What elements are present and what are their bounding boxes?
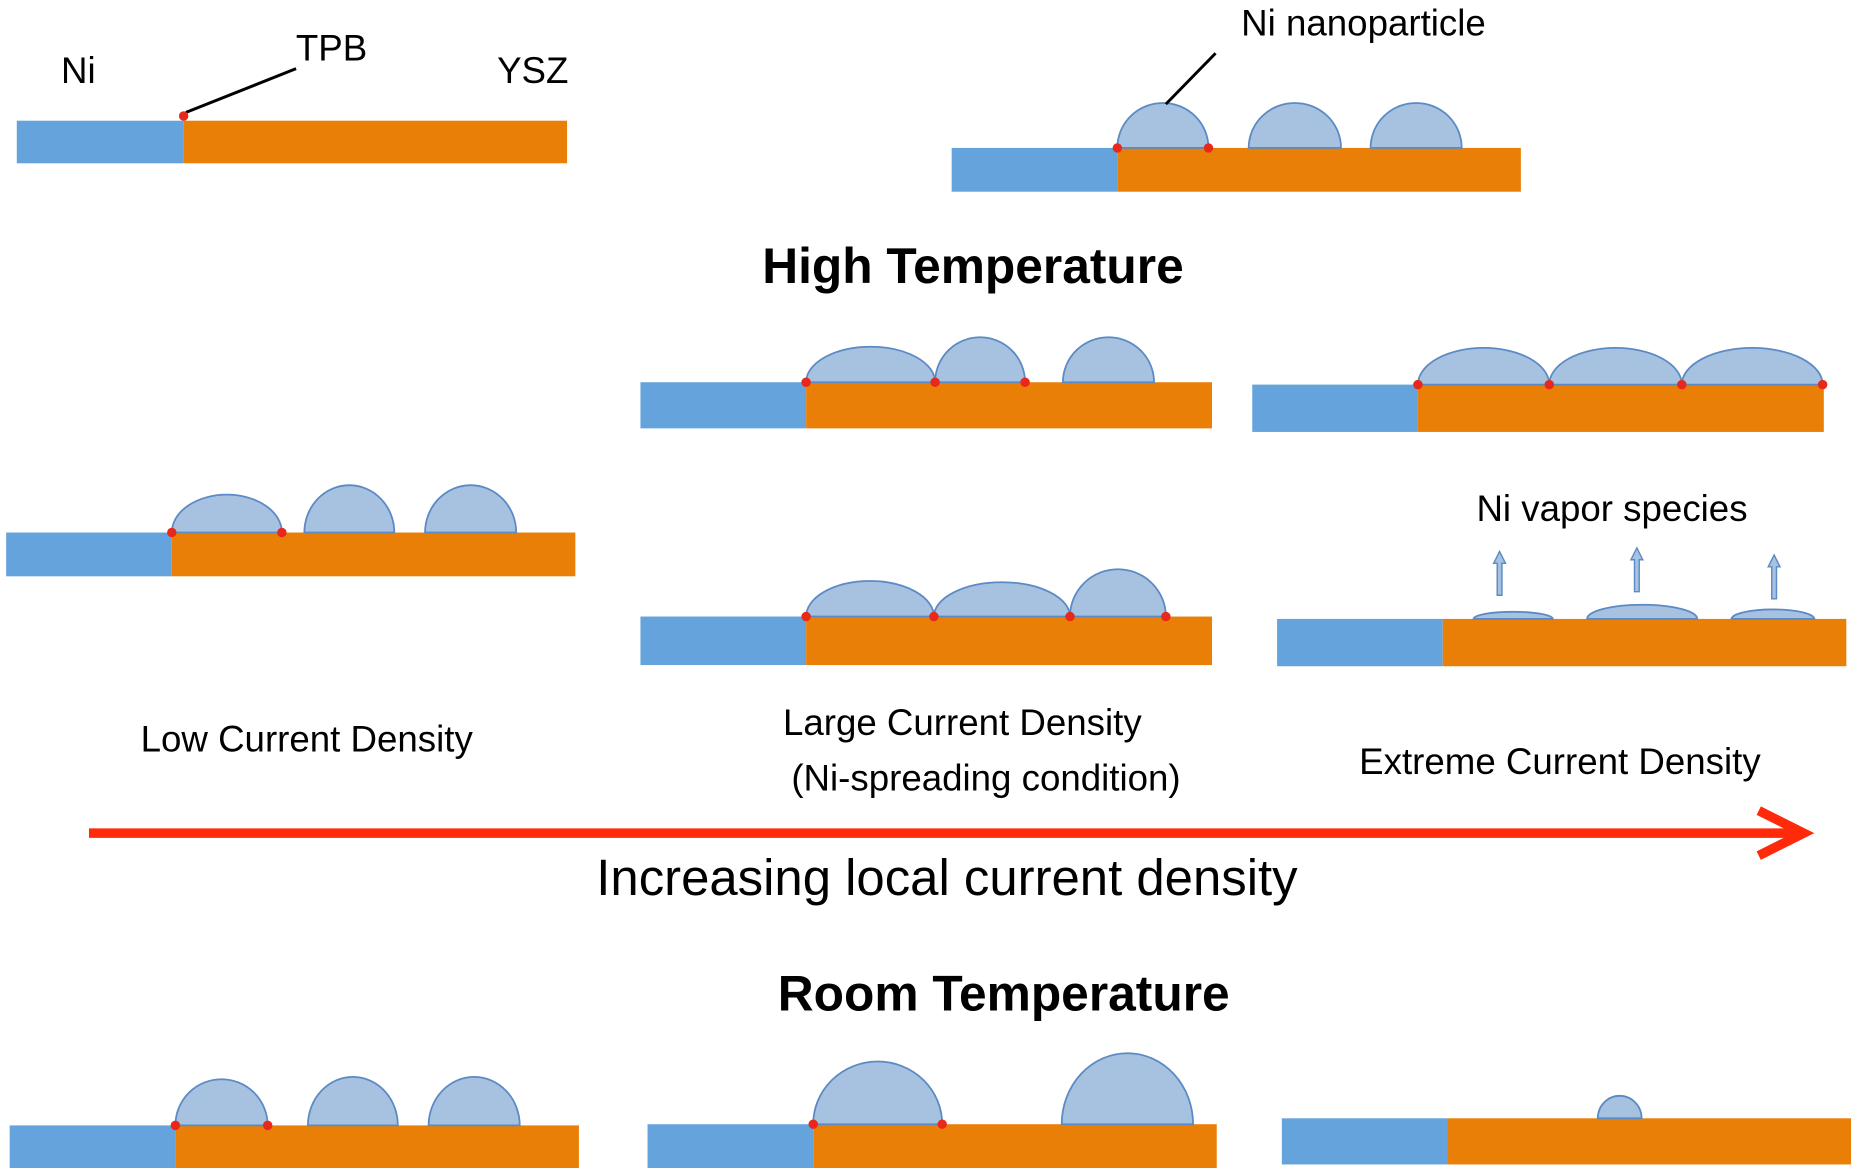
tpb-dot <box>1065 612 1074 621</box>
tpb-dot <box>929 612 938 621</box>
label: Ni nanoparticle <box>1241 3 1486 44</box>
axis-label: Increasing local current density <box>596 849 1298 906</box>
tpb-dot <box>808 1119 817 1128</box>
ni-layer <box>648 1124 814 1168</box>
tpb-dot <box>1677 380 1686 389</box>
particle <box>172 495 282 533</box>
ysz-layer <box>813 1124 1217 1168</box>
cell-ht-large-2 <box>640 569 1212 665</box>
ysz-layer <box>1418 385 1824 432</box>
tpb-dot <box>167 528 176 537</box>
vapor-arrow <box>1631 548 1643 592</box>
particle <box>1117 103 1208 148</box>
particle <box>1371 103 1462 148</box>
cell-ht-large-1 <box>640 337 1212 428</box>
tpb-dot <box>930 377 939 386</box>
ni-layer <box>640 382 806 428</box>
particle <box>813 1061 942 1124</box>
label: Low Current Density <box>141 719 474 760</box>
particle <box>1682 348 1823 385</box>
tpb-dot <box>263 1121 272 1130</box>
particle <box>935 337 1025 382</box>
ni-layer <box>17 121 184 164</box>
label: Extreme Current Density <box>1359 741 1761 782</box>
label: Large Current Density <box>783 702 1142 743</box>
label: (Ni-spreading condition) <box>791 758 1180 799</box>
tpb-dot <box>171 1121 180 1130</box>
section-title: High Temperature <box>762 238 1183 294</box>
particle <box>806 347 935 383</box>
tpb-dot <box>277 528 286 537</box>
ni-layer <box>1277 619 1443 666</box>
ysz-layer <box>1443 619 1847 666</box>
section-title: Room Temperature <box>778 966 1230 1022</box>
label: TPB <box>296 28 367 69</box>
particle <box>425 485 516 532</box>
cell-nanoparticle <box>952 53 1521 191</box>
vapor-arrow <box>1768 555 1780 599</box>
tpb-dot <box>1818 380 1827 389</box>
particle <box>934 582 1070 616</box>
vapor-arrow <box>1494 551 1506 595</box>
cell-initial <box>17 69 567 164</box>
particle <box>308 1077 398 1125</box>
particle <box>429 1077 520 1126</box>
particle <box>1063 337 1154 382</box>
cell-extreme <box>1277 548 1846 666</box>
ysz-layer <box>806 382 1212 428</box>
ysz-layer <box>1448 1118 1852 1164</box>
ni-layer <box>640 617 806 666</box>
ysz-layer <box>172 533 576 577</box>
label: Ni <box>61 50 96 91</box>
ysz-layer <box>184 121 567 164</box>
cell-low <box>6 485 575 576</box>
ni-layer <box>1252 385 1418 432</box>
cell-rt-large <box>648 1053 1217 1168</box>
ysz-layer <box>806 617 1212 666</box>
label: Ni vapor species <box>1476 488 1747 529</box>
tpb-dot <box>801 377 810 386</box>
cell-rt-low <box>10 1077 579 1168</box>
particle <box>175 1079 267 1125</box>
leader-line <box>1166 53 1216 104</box>
tpb-dot <box>1161 612 1170 621</box>
particle <box>1418 348 1549 385</box>
particle <box>1474 612 1553 619</box>
particle <box>1587 605 1697 619</box>
tpb-dot <box>1545 380 1554 389</box>
label: YSZ <box>497 50 568 91</box>
ni-layer <box>6 533 172 577</box>
ysz-layer <box>175 1125 579 1168</box>
tpb-dot <box>801 612 810 621</box>
particle <box>1598 1096 1642 1118</box>
particle <box>1732 609 1815 618</box>
tpb-dot <box>937 1119 946 1128</box>
cell-ht-extreme-1 <box>1252 348 1827 432</box>
tpb-dot <box>1204 143 1213 152</box>
diagram: Ni TPB YSZ Ni nanoparticle High Temperat… <box>0 0 1856 1168</box>
cell-rt-extreme <box>1282 1096 1851 1165</box>
particle <box>1249 103 1341 148</box>
leader-line <box>186 69 296 113</box>
tpb-dot <box>179 111 188 120</box>
ni-layer <box>1282 1118 1448 1164</box>
particle <box>304 485 394 532</box>
tpb-dot <box>1413 380 1422 389</box>
ysz-layer <box>1117 148 1521 192</box>
tpb-dot <box>1020 377 1029 386</box>
tpb-dot <box>1113 143 1122 152</box>
particle <box>1549 348 1682 385</box>
particle <box>1062 1053 1193 1124</box>
particle <box>806 581 934 617</box>
particle <box>1070 569 1166 616</box>
ni-layer <box>10 1125 176 1168</box>
ni-layer <box>952 148 1118 192</box>
